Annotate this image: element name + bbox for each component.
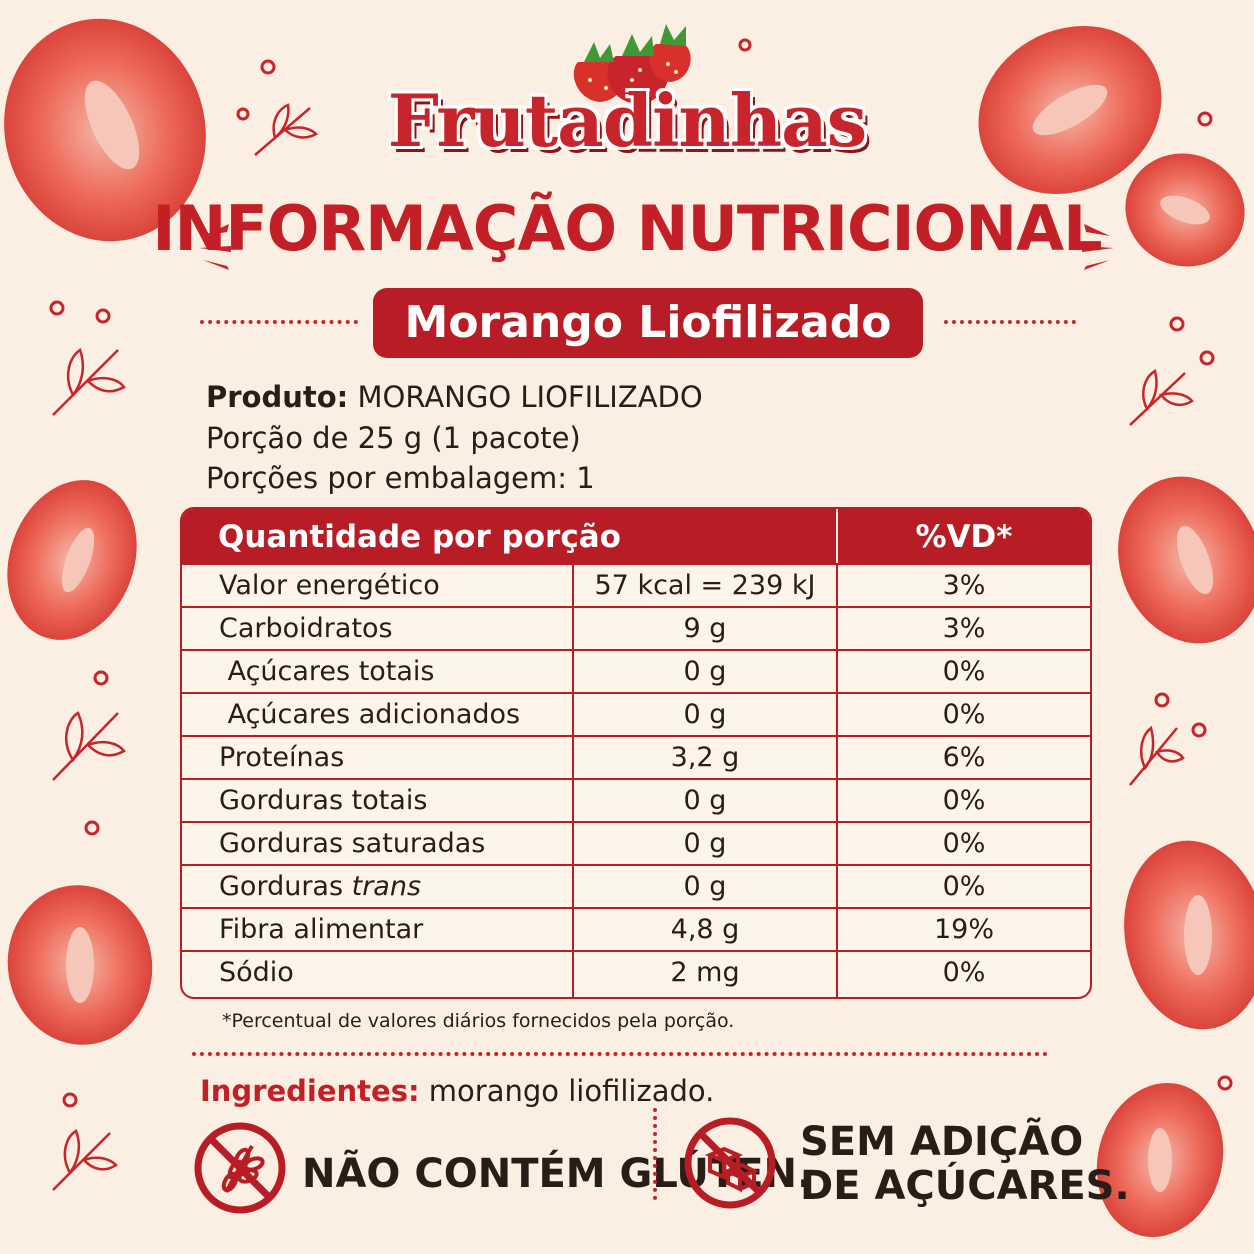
no-sugar-line2: DE AÇÚCARES. — [800, 1163, 1130, 1209]
leaf-icon — [52, 348, 126, 416]
table-row: Açúcares totais 0 g 0% — [182, 649, 1090, 694]
no-sugar-label: SEM ADIÇÃO DE AÇÚCARES. — [800, 1120, 1130, 1208]
product-line: Produto: MORANGO LIOFILIZADO — [206, 380, 703, 414]
nutrient-vd: 19% — [933, 914, 994, 945]
table-header: Quantidade por porção %VD* — [182, 509, 1090, 563]
nutrient-amount: 0 g — [683, 785, 727, 816]
ingredients: Ingredientes: morango liofilizado. — [200, 1074, 714, 1108]
nutrient-name: Valor energético — [219, 570, 440, 601]
nutrient-name: Açúcares totais — [219, 656, 435, 687]
divider — [944, 320, 1076, 324]
badge-divider — [653, 1108, 657, 1200]
nutrient-amount: 0 g — [683, 699, 727, 730]
table-row: Gorduras totais 0 g 0% — [182, 778, 1090, 823]
nutrient-name: Açúcares adicionados — [219, 699, 521, 730]
column-divider — [836, 563, 838, 997]
leaf-icon — [254, 103, 319, 156]
divider — [200, 320, 358, 324]
nutrient-vd: 0% — [942, 656, 986, 687]
nutrient-amount: 4,8 g — [670, 914, 740, 945]
ingredients-label: Ingredientes: — [200, 1074, 420, 1108]
nutrient-vd: 0% — [942, 785, 986, 816]
table-row: Gorduras saturadas 0 g 0% — [182, 821, 1090, 866]
product-subtitle: Morango Liofilizado — [373, 288, 923, 358]
header-vd: %VD* — [915, 519, 1013, 555]
table-row: Fibra alimentar 4,8 g 19% — [182, 907, 1090, 952]
nutrient-amount: 0 g — [683, 656, 727, 687]
brand-logo: Frutadinhas — [387, 78, 868, 163]
nutrient-name: Proteínas — [219, 742, 345, 773]
leaf-icon — [1129, 725, 1185, 786]
nutrient-vd: 0% — [942, 871, 986, 902]
no-sugar-line1: SEM ADIÇÃO — [800, 1119, 1084, 1165]
table-row: Açúcares adicionados 0 g 0% — [182, 692, 1090, 737]
no-gluten-icon — [194, 1122, 286, 1214]
nutrient-amount: 57 kcal = 239 kJ — [594, 570, 816, 601]
nutrient-vd: 0% — [942, 699, 986, 730]
splash-left-icon — [199, 224, 231, 270]
leaf-icon — [52, 1129, 118, 1191]
no-sugar-icon — [684, 1117, 776, 1209]
nutrient-name: Carboidratos — [219, 613, 393, 644]
nutrient-amount: 2 mg — [670, 957, 740, 988]
column-divider — [572, 563, 574, 997]
page-title: INFORMAÇÃO NUTRICIONAL — [152, 192, 1102, 265]
table-row: Carboidratos 9 g 3% — [182, 606, 1090, 651]
splash-right-icon — [1082, 224, 1114, 270]
product-value: MORANGO LIOFILIZADO — [357, 380, 703, 414]
header-quantity: Quantidade por porção — [218, 519, 621, 555]
nutrient-name-italic: trans — [351, 871, 422, 902]
nutrient-name: Sódio — [219, 957, 294, 988]
leaf-icon — [52, 711, 126, 781]
table-row: Sódio 2 mg 0% — [182, 950, 1090, 995]
divider — [192, 1052, 1048, 1056]
leaf-icon — [1129, 369, 1194, 426]
nutrient-amount: 9 g — [683, 613, 727, 644]
strawberry-icon — [573, 24, 691, 104]
nutrient-name: Fibra alimentar — [219, 914, 424, 945]
nutrient-vd: 6% — [942, 742, 986, 773]
nutrient-amount: 0 g — [683, 828, 727, 859]
nutrient-amount: 3,2 g — [670, 742, 740, 773]
product-label: Produto: — [206, 380, 349, 414]
nutrient-vd: 0% — [942, 957, 986, 988]
nutrient-name: Gorduras saturadas — [219, 828, 486, 859]
nutrient-vd: 0% — [942, 828, 986, 859]
ingredients-value: morango liofilizado. — [428, 1074, 715, 1108]
table-row: Proteínas 3,2 g 6% — [182, 735, 1090, 780]
table-row: Valor energético 57 kcal = 239 kJ 3% — [182, 563, 1090, 608]
nutrient-amount: 0 g — [683, 871, 727, 902]
nutrient-name-text: Gorduras — [219, 871, 344, 902]
nutrient-name: Gorduras totais — [219, 785, 428, 816]
nutrient-vd: 3% — [942, 613, 986, 644]
portion-line: Porção de 25 g (1 pacote) — [206, 421, 581, 455]
table-row: Gorduras trans 0 g 0% — [182, 864, 1090, 909]
footnote: *Percentual de valores diários fornecido… — [222, 1010, 735, 1032]
header-separator — [836, 509, 838, 563]
servings-line: Porções por embalagem: 1 — [206, 461, 595, 495]
nutrition-table: Quantidade por porção %VD* Valor energét… — [180, 507, 1092, 999]
nutrient-vd: 3% — [942, 570, 986, 601]
nutrient-name: Gorduras trans — [219, 871, 421, 902]
